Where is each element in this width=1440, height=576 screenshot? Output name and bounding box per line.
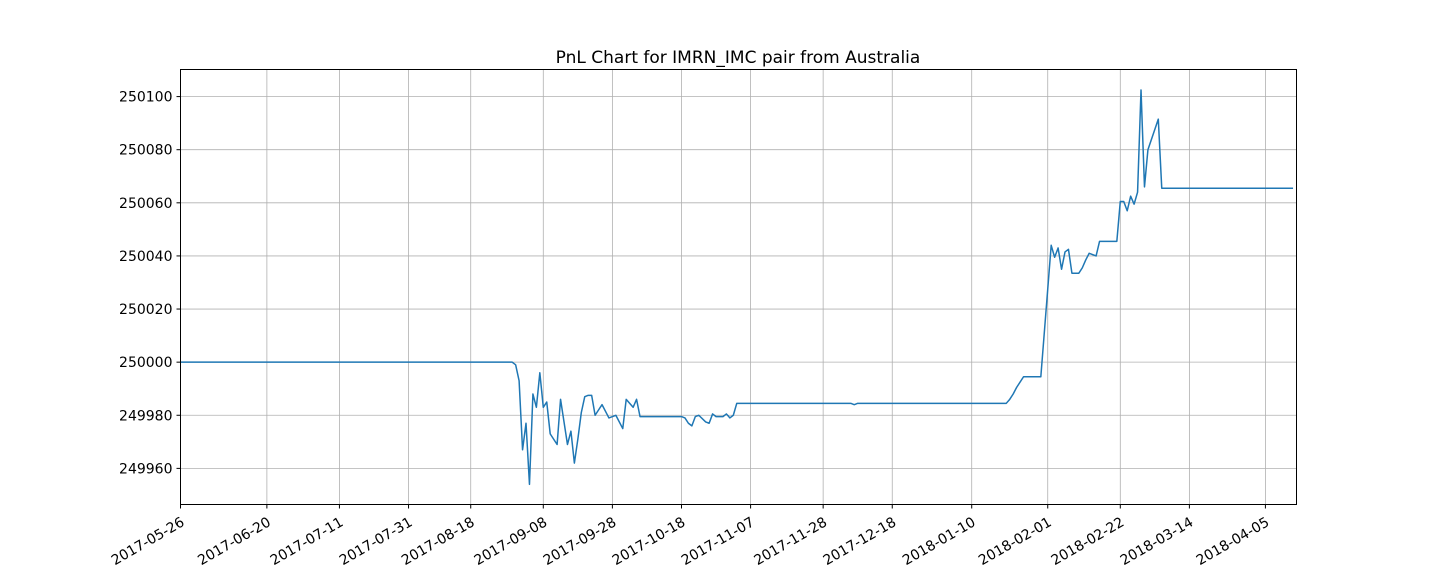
x-tick-label: 2018-03-14 xyxy=(1118,514,1197,569)
y-tick-label: 249960 xyxy=(119,461,172,477)
pnl-series-line xyxy=(180,89,1294,486)
x-tick-label: 2017-09-08 xyxy=(472,514,550,569)
y-tick-label: 250020 xyxy=(119,302,172,318)
plot-frame xyxy=(180,69,1297,505)
y-tick-label: 250040 xyxy=(119,249,172,265)
x-tick-label: 2017-09-28 xyxy=(541,514,619,569)
x-tick-label: 2017-05-26 xyxy=(109,514,188,569)
y-tick-label: 249980 xyxy=(119,408,172,424)
chart-title: PnL Chart for IMRN_IMC pair from Austral… xyxy=(556,48,921,68)
grid xyxy=(180,69,1297,505)
y-tick-label: 250000 xyxy=(119,355,172,371)
y-tick-label: 250100 xyxy=(119,90,172,106)
y-tick-label: 250080 xyxy=(119,143,172,159)
x-tick-label: 2018-04-05 xyxy=(1194,514,1272,569)
x-axis: 2017-05-26 2017-06-202017-07-112017-07-31… xyxy=(109,504,1272,569)
x-tick-label: 2018-02-22 xyxy=(1049,514,1127,569)
y-axis: 249960 249980 250000 250020 250040 250060 2500… xyxy=(119,90,181,477)
x-tick-label: 2018-02-01 xyxy=(976,514,1054,569)
x-tick-label: 2017-11-07 xyxy=(679,514,757,569)
series-group xyxy=(180,89,1294,486)
y-tick-label: 250060 xyxy=(119,196,172,212)
x-tick-label: 2017-07-11 xyxy=(268,514,346,569)
x-tick-label: 2018-01-10 xyxy=(900,514,978,569)
x-tick-label: 2017-10-18 xyxy=(610,514,688,569)
x-tick-label: 2017-12-18 xyxy=(821,514,899,569)
x-tick-label: 2017-06-20 xyxy=(195,514,273,569)
x-tick-label: 2017-11-28 xyxy=(751,514,829,569)
